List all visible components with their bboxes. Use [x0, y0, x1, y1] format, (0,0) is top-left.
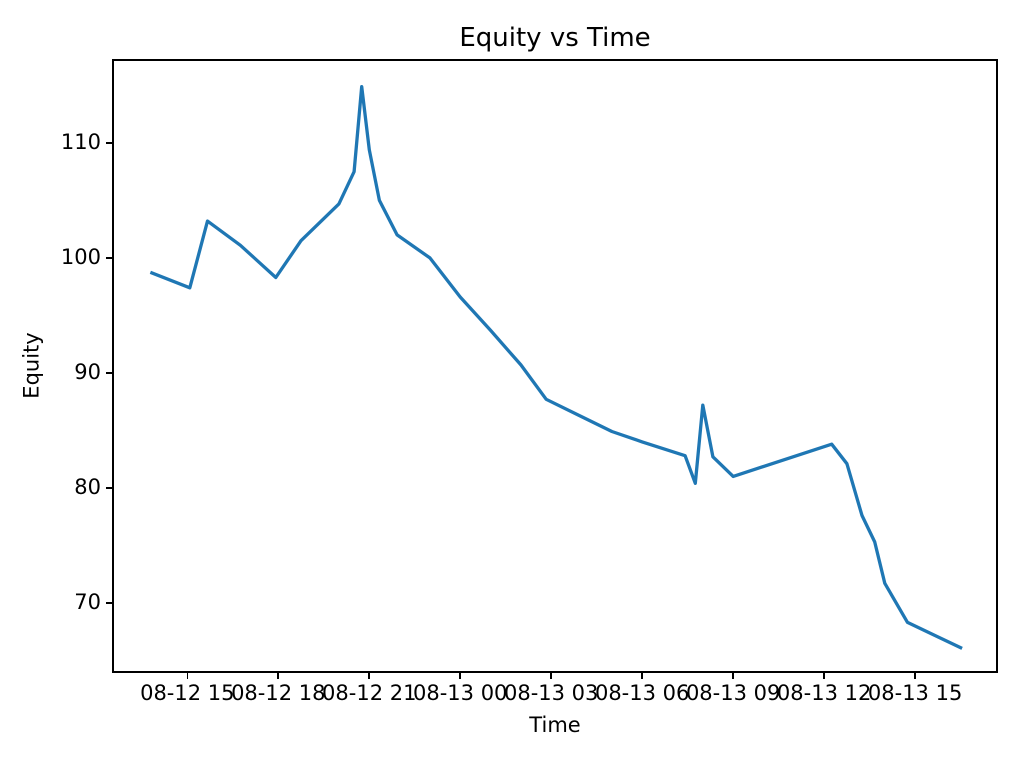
y-tick-mark — [106, 257, 112, 259]
x-tick-mark — [186, 673, 189, 679]
chart-title: Equity vs Time — [459, 23, 651, 53]
x-tick-label: 08-13 00 — [413, 681, 508, 705]
x-tick-mark — [732, 673, 734, 679]
x-tick-label: 08-13 12 — [776, 681, 872, 705]
x-tick-mark — [368, 673, 371, 679]
x-tick-mark — [459, 673, 462, 679]
x-tick-label: 08-12 15 — [140, 681, 235, 705]
equity-line-series — [149, 84, 963, 650]
x-tick-label: 08-13 15 — [867, 681, 963, 705]
x-tick-mark — [277, 673, 280, 679]
y-tick-mark — [106, 142, 112, 144]
x-tick-label: 08-12 21 — [322, 681, 417, 705]
x-tick-mark — [641, 673, 643, 679]
y-tick-label: 90 — [74, 360, 101, 385]
equity-line-chart — [149, 84, 963, 650]
plot-area — [112, 59, 998, 673]
x-tick-mark — [914, 673, 916, 679]
x-tick-label: 08-13 06 — [594, 681, 690, 705]
y-tick-label: 70 — [74, 590, 101, 615]
y-tick-mark — [106, 372, 112, 374]
y-tick-label: 100 — [60, 245, 101, 270]
y-axis-label: Equity — [19, 332, 44, 399]
x-tick-label: 08-12 18 — [231, 681, 326, 705]
y-tick-label: 80 — [74, 475, 101, 500]
x-axis-label: Time — [529, 713, 581, 737]
x-tick-mark — [550, 673, 552, 679]
y-tick-mark — [106, 487, 112, 489]
y-tick-label: 110 — [60, 130, 101, 155]
x-tick-label: 08-13 09 — [685, 681, 781, 705]
x-tick-label: 08-13 03 — [503, 681, 599, 705]
y-tick-mark — [106, 602, 112, 604]
x-tick-mark — [823, 673, 825, 679]
